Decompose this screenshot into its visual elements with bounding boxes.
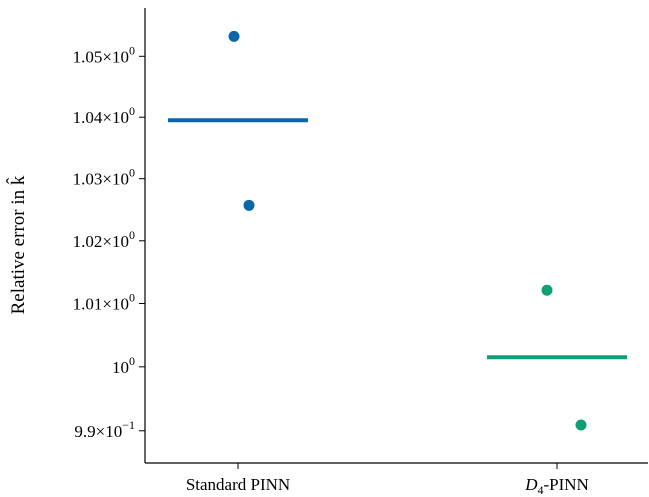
x-tick-label-0: Standard PINN bbox=[186, 475, 290, 494]
x-tick-label-1: D4-PINN bbox=[524, 475, 589, 497]
y-ticks: 9.9×10−1 100 1.01×100 1.02×100 1.03×100 1.04×… bbox=[73, 43, 145, 441]
data-point-1-1 bbox=[575, 419, 587, 431]
data-point-1-0 bbox=[541, 284, 553, 296]
y-tick-label-6: 1.05×100 bbox=[73, 43, 135, 66]
y-tick-label-0: 9.9×10−1 bbox=[74, 418, 135, 441]
x-ticks: Standard PINN D4-PINN bbox=[186, 463, 589, 497]
y-tick-label-4: 1.03×100 bbox=[73, 166, 135, 189]
y-tick-label-1: 100 bbox=[112, 354, 135, 377]
y-axis: 9.9×10−1 100 1.01×100 1.02×100 1.03×100 1.04×… bbox=[7, 8, 146, 463]
x-axis: Standard PINN D4-PINN bbox=[145, 462, 648, 497]
data-point-0-1 bbox=[243, 199, 255, 211]
data-point-0-0 bbox=[228, 30, 240, 42]
y-axis-label: Relative error in k̂ bbox=[7, 175, 29, 314]
plot-marks bbox=[168, 30, 627, 431]
y-tick-label-2: 1.01×100 bbox=[73, 290, 135, 313]
y-tick-label-3: 1.02×100 bbox=[73, 228, 135, 251]
y-tick-label-5: 1.04×100 bbox=[73, 104, 135, 127]
